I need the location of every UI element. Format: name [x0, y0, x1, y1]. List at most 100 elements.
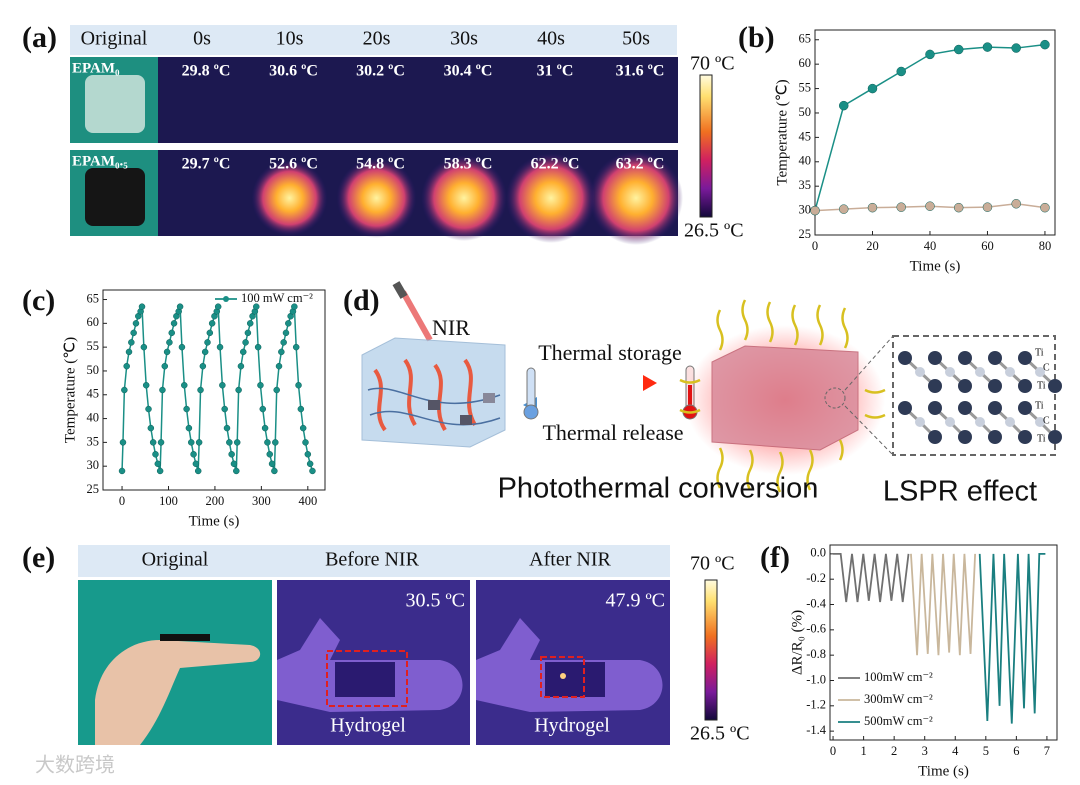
marker [216, 343, 224, 351]
x-tick-label: 20 [866, 239, 879, 253]
marker [982, 202, 993, 212]
x-axis-label: Time (s) [189, 513, 240, 529]
temperature: 31 ºC [537, 63, 574, 80]
marker [230, 460, 238, 468]
x-tick-label: 4 [952, 744, 959, 758]
watermark: 大数跨境 [35, 754, 115, 777]
photo-original [78, 580, 272, 745]
colorbar-min: 26.5 ºC [690, 723, 750, 745]
column-header: Original [142, 549, 209, 571]
temperature: 30.6 ºC [269, 63, 318, 80]
series-line [833, 552, 910, 603]
x-tick-label: 300 [252, 494, 271, 508]
marker [285, 320, 292, 327]
atom-ti [1048, 430, 1062, 444]
marker [297, 405, 305, 413]
marker [145, 405, 152, 413]
marker [156, 467, 164, 475]
row-label: EPAM₀.₅ [72, 153, 128, 169]
y-tick-label: 25 [87, 482, 100, 496]
marker [178, 343, 186, 351]
atom-c [945, 367, 955, 377]
marker [953, 202, 964, 213]
marker [810, 205, 820, 216]
y-tick-label: 30 [87, 458, 100, 472]
colorbar-max: 70 ºC [690, 553, 735, 575]
marker [266, 451, 273, 458]
hydrogel-illustration [361, 281, 1056, 493]
marker [204, 339, 211, 346]
marker [925, 49, 935, 60]
hot-spot [506, 153, 596, 243]
panel-label: (b) [738, 21, 775, 54]
y-axis-label: Temperature (℃) [774, 79, 790, 185]
panel-label: (e) [22, 541, 55, 574]
temperature: 29.8 ºC [182, 63, 231, 80]
temperature: 30.5 ºC [405, 590, 465, 612]
marker [226, 439, 233, 446]
thermal-image [508, 57, 594, 143]
marker [237, 362, 245, 370]
marker [278, 348, 285, 356]
marker [838, 100, 849, 111]
column-header: 10s [276, 28, 304, 50]
x-tick-label: 0 [830, 744, 836, 758]
marker [280, 339, 287, 346]
marker [154, 460, 162, 468]
x-tick-label: 0 [812, 239, 818, 253]
y-axis-label: ΔR/R₀ (%) [789, 610, 805, 675]
atom-ti [1018, 430, 1032, 444]
marker [1040, 202, 1050, 213]
atom-c [915, 417, 925, 427]
marker [168, 329, 175, 337]
atom-label: C [1043, 362, 1050, 373]
marker [240, 348, 247, 356]
marker [195, 439, 203, 446]
marker [132, 320, 140, 327]
temperature: 31.6 ºC [616, 63, 665, 80]
marker [302, 439, 309, 446]
colorbar [704, 579, 718, 721]
marker [867, 83, 878, 94]
legend-label: 100 mW cm⁻² [241, 291, 313, 305]
marker [223, 424, 231, 432]
marker [291, 303, 298, 310]
y-tick-label: -1.2 [806, 698, 826, 712]
marker [159, 386, 166, 394]
marker [272, 439, 279, 446]
atom-ti [928, 351, 942, 365]
temperature: 29.7 ºC [182, 156, 231, 173]
thermal-image [333, 57, 420, 143]
atom-ti [1018, 401, 1032, 415]
marker [214, 303, 222, 310]
temperature: 30.2 ºC [356, 63, 405, 80]
marker [867, 202, 878, 213]
y-tick-label: 35 [799, 178, 812, 192]
x-tick-label: 40 [924, 239, 937, 253]
marker [268, 460, 276, 468]
y-tick-label: -0.4 [806, 596, 827, 610]
column-header: Original [81, 28, 148, 50]
atom-c [915, 367, 925, 377]
marker [197, 386, 204, 394]
atom-ti [898, 351, 912, 365]
marker [261, 424, 269, 432]
y-tick-label: 55 [799, 80, 812, 94]
atom-c [1005, 417, 1015, 427]
y-tick-label: 40 [799, 154, 812, 168]
marker [138, 303, 146, 310]
marker [163, 348, 171, 356]
marker [183, 405, 190, 413]
atom-c [1035, 417, 1045, 427]
y-tick-label: 30 [799, 202, 812, 216]
thermal-image [246, 57, 333, 143]
temperature: 58.3 ºC [444, 156, 493, 173]
x-axis-label: Time (s) [910, 258, 961, 274]
x-tick-label: 5 [983, 744, 989, 758]
temperature: 47.9 ºC [605, 590, 665, 612]
release-label: Thermal release [542, 420, 683, 445]
marker [119, 439, 127, 446]
column-header: 50s [622, 28, 650, 50]
marker [185, 424, 193, 432]
sample [85, 75, 145, 133]
